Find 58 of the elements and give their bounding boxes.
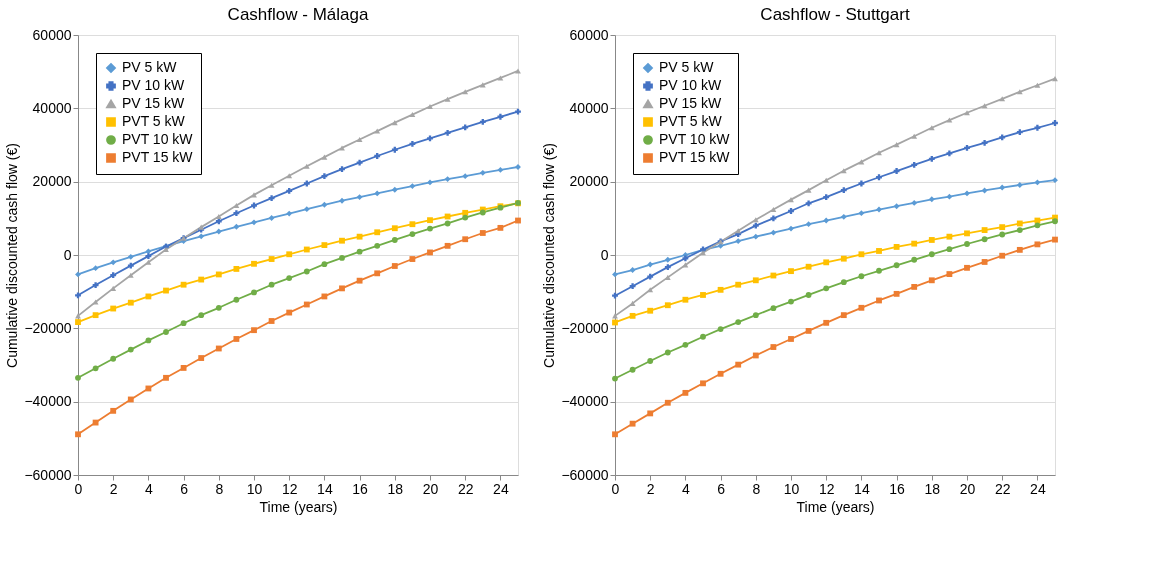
y-tick-label: −20000 bbox=[561, 319, 609, 336]
x-tick-label: 2 bbox=[646, 480, 655, 497]
y-tick-label: 0 bbox=[63, 246, 72, 263]
chart-title: Cashflow - Stuttgart bbox=[760, 5, 910, 24]
legend-label: PV 10 kW bbox=[659, 77, 723, 93]
x-tick-label: 16 bbox=[352, 480, 369, 497]
x-tick-label: 22 bbox=[994, 480, 1011, 497]
x-tick-label: 24 bbox=[1030, 480, 1046, 497]
y-tick-label: −60000 bbox=[24, 466, 72, 483]
x-tick-label: 12 bbox=[281, 480, 298, 497]
y-tick-label: 60000 bbox=[569, 26, 609, 43]
x-tick-label: 10 bbox=[246, 480, 263, 497]
y-tick-label: −40000 bbox=[561, 393, 609, 410]
chart-title: Cashflow - Málaga bbox=[227, 5, 369, 24]
x-tick-label: 4 bbox=[682, 480, 690, 497]
x-tick-label: 0 bbox=[611, 480, 620, 497]
x-tick-label: 2 bbox=[109, 480, 118, 497]
x-tick-label: 8 bbox=[752, 480, 761, 497]
x-tick-label: 18 bbox=[387, 480, 404, 497]
x-tick-label: 20 bbox=[959, 480, 976, 497]
x-tick-label: 22 bbox=[457, 480, 474, 497]
legend-label: PVT 5 kW bbox=[659, 113, 723, 129]
y-axis-title: Cumulative discounted cash flow (€) bbox=[4, 143, 21, 368]
x-tick-label: 8 bbox=[215, 480, 224, 497]
legend-label: PV 15 kW bbox=[659, 95, 723, 111]
legend-label: PVT 10 kW bbox=[659, 131, 731, 147]
x-tick-label: 14 bbox=[854, 480, 870, 497]
y-tick-label: 40000 bbox=[32, 99, 72, 116]
legend-label: PVT 15 kW bbox=[122, 149, 194, 165]
y-axis-title: Cumulative discounted cash flow (€) bbox=[541, 143, 558, 368]
y-tick-label: 20000 bbox=[569, 173, 609, 190]
x-tick-label: 4 bbox=[145, 480, 153, 497]
x-tick-label: 18 bbox=[924, 480, 941, 497]
y-tick-label: −60000 bbox=[561, 466, 609, 483]
legend-label: PV 5 kW bbox=[659, 59, 715, 75]
x-tick-label: 6 bbox=[717, 480, 726, 497]
y-tick-label: 40000 bbox=[569, 99, 609, 116]
x-tick-label: 0 bbox=[74, 480, 83, 497]
x-tick-label: 12 bbox=[818, 480, 835, 497]
y-tick-label: −20000 bbox=[24, 319, 72, 336]
x-tick-label: 6 bbox=[180, 480, 189, 497]
x-tick-label: 20 bbox=[422, 480, 439, 497]
legend-label: PV 5 kW bbox=[122, 59, 178, 75]
y-tick-label: 0 bbox=[600, 246, 609, 263]
x-tick-label: 16 bbox=[889, 480, 906, 497]
legend-label: PVT 15 kW bbox=[659, 149, 731, 165]
legend-label: PV 10 kW bbox=[122, 77, 186, 93]
x-axis-title: Time (years) bbox=[259, 498, 338, 515]
x-tick-label: 24 bbox=[493, 480, 509, 497]
x-tick-label: 14 bbox=[317, 480, 333, 497]
x-tick-label: 10 bbox=[783, 480, 800, 497]
x-axis-title: Time (years) bbox=[796, 498, 875, 515]
y-tick-label: 20000 bbox=[32, 173, 72, 190]
legend-label: PVT 10 kW bbox=[122, 131, 194, 147]
legend-label: PV 15 kW bbox=[122, 95, 186, 111]
y-tick-label: −40000 bbox=[24, 393, 72, 410]
y-tick-label: 60000 bbox=[32, 26, 72, 43]
legend-label: PVT 5 kW bbox=[122, 113, 186, 129]
